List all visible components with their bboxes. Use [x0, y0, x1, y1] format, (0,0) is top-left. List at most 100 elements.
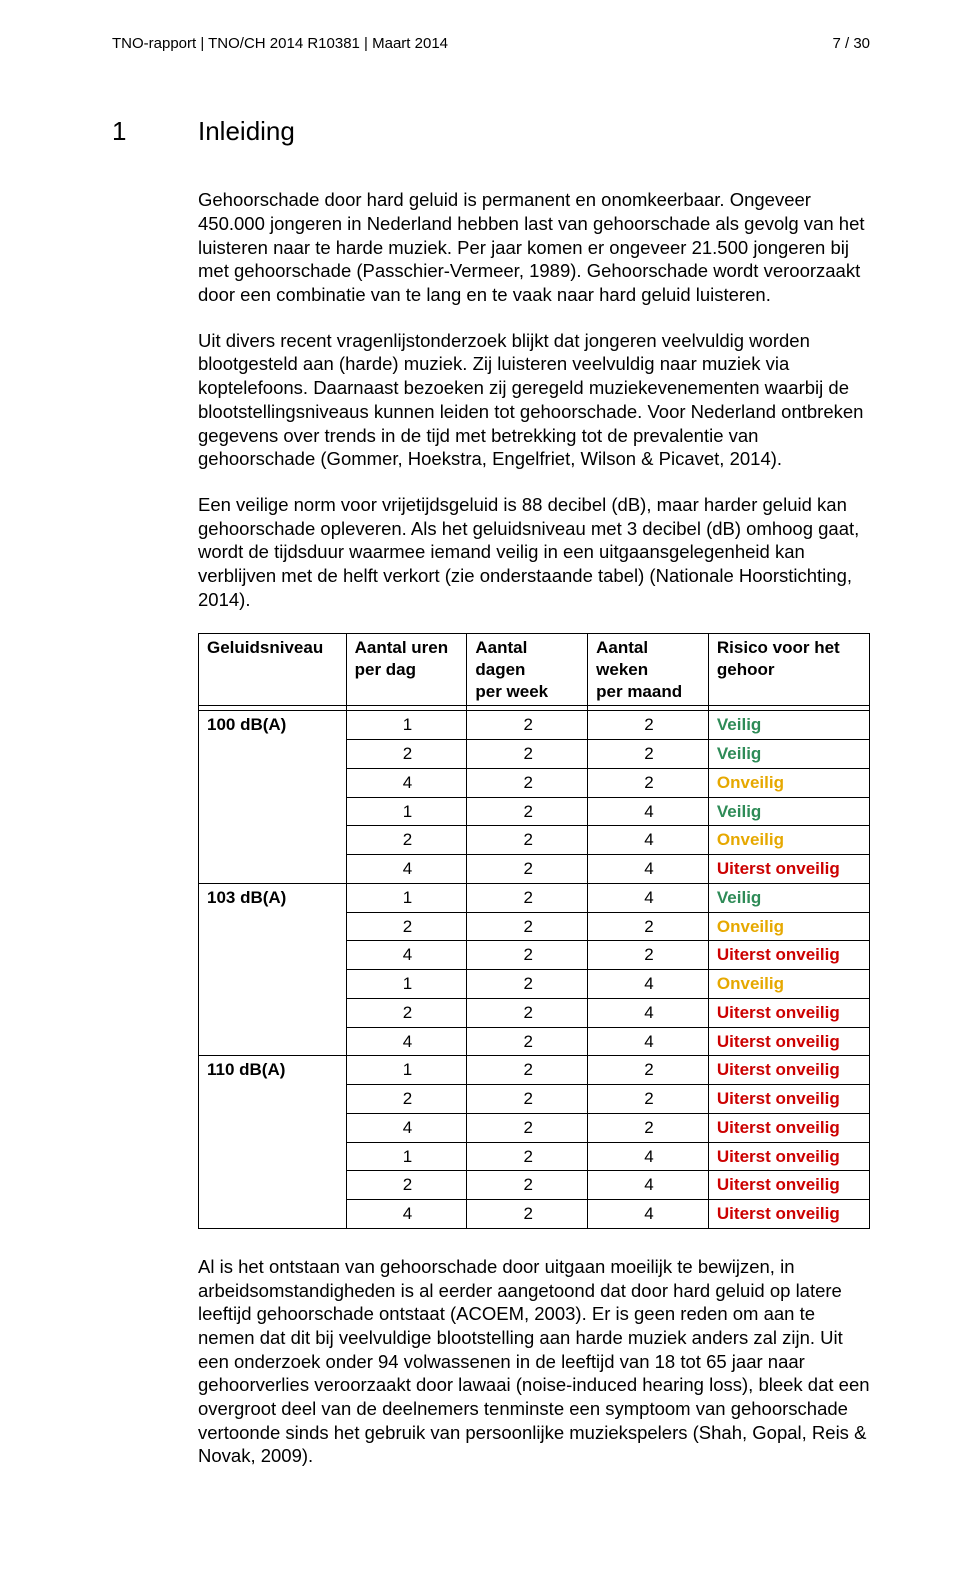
cell-hours: 4	[346, 1113, 467, 1142]
cell-hours: 4	[346, 941, 467, 970]
col-label: Aantal weken	[596, 638, 648, 679]
chapter-title: Inleiding	[198, 115, 295, 148]
col-label: Geluidsniveau	[207, 638, 323, 657]
cell-weeks: 2	[588, 1056, 709, 1085]
cell-risk: Onveilig	[708, 912, 869, 941]
cell-weeks: 2	[588, 941, 709, 970]
cell-weeks: 4	[588, 1171, 709, 1200]
paragraph-2: Uit divers recent vragenlijstonderzoek b…	[198, 329, 870, 471]
cell-days: 2	[467, 1171, 588, 1200]
cell-weeks: 4	[588, 797, 709, 826]
cell-level: 100 dB(A)	[199, 711, 347, 884]
cell-weeks: 4	[588, 970, 709, 999]
cell-hours: 1	[346, 883, 467, 912]
table-header-row: Geluidsniveau Aantal uren per dag Aantal…	[199, 634, 870, 706]
cell-risk: Veilig	[708, 797, 869, 826]
cell-hours: 4	[346, 768, 467, 797]
header-right: 7 / 30	[832, 34, 870, 53]
col-label-sub: per dag	[355, 660, 416, 679]
col-label-sub: gehoor	[717, 660, 775, 679]
cell-days: 2	[467, 912, 588, 941]
table-row: 110 dB(A)122Uiterst onveilig	[199, 1056, 870, 1085]
cell-hours: 2	[346, 912, 467, 941]
cell-hours: 1	[346, 797, 467, 826]
cell-weeks: 4	[588, 998, 709, 1027]
col-label: Risico voor het	[717, 638, 840, 657]
cell-weeks: 2	[588, 768, 709, 797]
col-dagen: Aantal dagen per week	[467, 634, 588, 706]
cell-risk: Uiterst onveilig	[708, 1200, 869, 1229]
cell-days: 2	[467, 711, 588, 740]
cell-level: 110 dB(A)	[199, 1056, 347, 1229]
cell-hours: 2	[346, 826, 467, 855]
col-geluidsniveau: Geluidsniveau	[199, 634, 347, 706]
chapter-number: 1	[112, 115, 198, 148]
cell-weeks: 2	[588, 740, 709, 769]
cell-risk: Uiterst onveilig	[708, 998, 869, 1027]
cell-days: 2	[467, 1056, 588, 1085]
cell-days: 2	[467, 1113, 588, 1142]
paragraph-3: Een veilige norm voor vrijetijdsgeluid i…	[198, 493, 870, 611]
cell-risk: Uiterst onveilig	[708, 1142, 869, 1171]
cell-weeks: 4	[588, 826, 709, 855]
cell-weeks: 4	[588, 1142, 709, 1171]
cell-risk: Uiterst onveilig	[708, 941, 869, 970]
cell-hours: 2	[346, 1085, 467, 1114]
body: Gehoorschade door hard geluid is permane…	[198, 188, 870, 1468]
cell-days: 2	[467, 826, 588, 855]
cell-risk: Uiterst onveilig	[708, 1027, 869, 1056]
cell-risk: Veilig	[708, 740, 869, 769]
cell-risk: Veilig	[708, 883, 869, 912]
cell-risk: Onveilig	[708, 970, 869, 999]
col-label: Aantal dagen	[475, 638, 527, 679]
cell-hours: 2	[346, 1171, 467, 1200]
cell-days: 2	[467, 740, 588, 769]
cell-weeks: 2	[588, 1113, 709, 1142]
cell-hours: 1	[346, 711, 467, 740]
cell-days: 2	[467, 1085, 588, 1114]
col-weken: Aantal weken per maand	[588, 634, 709, 706]
col-label-sub: per week	[475, 682, 548, 701]
cell-days: 2	[467, 797, 588, 826]
cell-hours: 4	[346, 1200, 467, 1229]
cell-days: 2	[467, 1200, 588, 1229]
cell-weeks: 2	[588, 912, 709, 941]
cell-hours: 1	[346, 1056, 467, 1085]
chapter-heading: 1 Inleiding	[112, 115, 870, 148]
risk-table: Geluidsniveau Aantal uren per dag Aantal…	[198, 633, 870, 1229]
cell-risk: Uiterst onveilig	[708, 1113, 869, 1142]
cell-days: 2	[467, 855, 588, 884]
cell-hours: 1	[346, 1142, 467, 1171]
cell-risk: Veilig	[708, 711, 869, 740]
cell-days: 2	[467, 1027, 588, 1056]
cell-risk: Onveilig	[708, 826, 869, 855]
col-label: Aantal uren	[355, 638, 449, 657]
cell-days: 2	[467, 1142, 588, 1171]
cell-days: 2	[467, 998, 588, 1027]
cell-weeks: 4	[588, 1200, 709, 1229]
table-body: 100 dB(A)122Veilig222Veilig422Onveilig12…	[199, 711, 870, 1229]
paragraph-1: Gehoorschade door hard geluid is permane…	[198, 188, 870, 306]
col-label-sub: per maand	[596, 682, 682, 701]
cell-days: 2	[467, 883, 588, 912]
cell-risk: Uiterst onveilig	[708, 855, 869, 884]
table-row: 100 dB(A)122Veilig	[199, 711, 870, 740]
cell-days: 2	[467, 970, 588, 999]
cell-hours: 1	[346, 970, 467, 999]
paragraph-4: Al is het ontstaan van gehoorschade door…	[198, 1255, 870, 1468]
cell-weeks: 4	[588, 855, 709, 884]
cell-days: 2	[467, 768, 588, 797]
cell-weeks: 4	[588, 1027, 709, 1056]
cell-weeks: 2	[588, 711, 709, 740]
cell-risk: Onveilig	[708, 768, 869, 797]
cell-hours: 4	[346, 855, 467, 884]
cell-risk: Uiterst onveilig	[708, 1056, 869, 1085]
page-header: TNO-rapport | TNO/CH 2014 R10381 | Maart…	[112, 34, 870, 53]
page: TNO-rapport | TNO/CH 2014 R10381 | Maart…	[0, 0, 960, 1586]
cell-weeks: 4	[588, 883, 709, 912]
cell-hours: 2	[346, 998, 467, 1027]
col-uren: Aantal uren per dag	[346, 634, 467, 706]
cell-level: 103 dB(A)	[199, 883, 347, 1056]
cell-hours: 4	[346, 1027, 467, 1056]
cell-risk: Uiterst onveilig	[708, 1085, 869, 1114]
